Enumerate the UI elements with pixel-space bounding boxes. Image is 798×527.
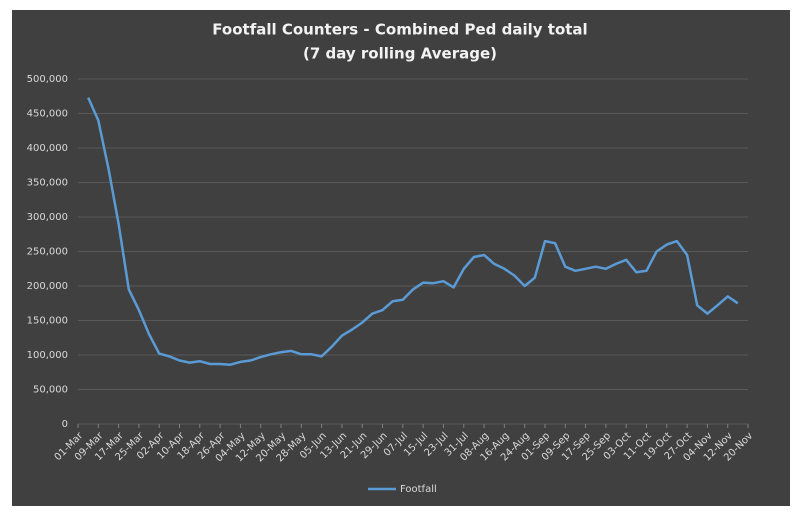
y-tick-label: 450,000	[27, 109, 68, 120]
legend-label: Footfall	[400, 484, 437, 495]
chart-title: Footfall Counters - Combined Ped daily t…	[212, 21, 587, 39]
chart-background	[12, 10, 790, 506]
chart-subtitle: (7 day rolling Average)	[303, 45, 497, 63]
y-tick-label: 250,000	[27, 247, 68, 258]
y-tick-label: 0	[62, 419, 68, 430]
y-tick-label: 100,000	[27, 350, 68, 361]
y-tick-label: 500,000	[27, 74, 68, 85]
y-tick-label: 150,000	[27, 316, 68, 327]
y-tick-label: 400,000	[27, 143, 68, 154]
y-tick-label: 350,000	[27, 178, 68, 189]
y-tick-label: 50,000	[33, 385, 68, 396]
y-tick-label: 200,000	[27, 281, 68, 292]
line-series	[87, 97, 739, 366]
y-tick-label: 300,000	[27, 212, 68, 223]
